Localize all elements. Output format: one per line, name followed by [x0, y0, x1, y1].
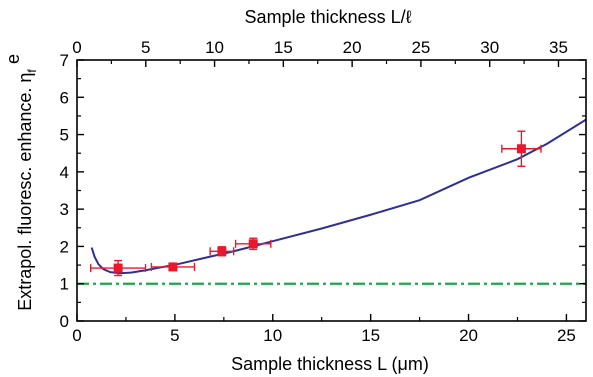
- y-axis-title-group: Extrapol. fluoresc. enhance. ηf e: [3, 54, 39, 311]
- axes: 0 5 10 15 20 25 0 5 10 15 20 25 30 35 0 1 2 3 4 5 6 7: [60, 38, 587, 345]
- x-tick-label-25: 25: [557, 326, 576, 345]
- data-point-5: [516, 144, 526, 154]
- y-tick-label-4: 4: [60, 163, 69, 182]
- y-axis-title-sub: f: [25, 69, 39, 73]
- x2-tick-label-25: 25: [411, 38, 430, 57]
- y-tick-label-1: 1: [60, 275, 69, 294]
- plot-content: [77, 118, 587, 285]
- x-axis-title: Sample thickness L (μm): [231, 354, 429, 374]
- svg-text:Extrapol. fluoresc. enhance. η: Extrapol. fluoresc. enhance. ηf: [15, 69, 39, 311]
- x-tick-label-0: 0: [72, 326, 81, 345]
- y-axis-title: Extrapol. fluoresc. enhance. η: [15, 73, 35, 311]
- fit-curve: [90, 118, 587, 275]
- data-point-2: [168, 262, 178, 272]
- y-tick-label-0: 0: [60, 312, 69, 331]
- x-tick-label-20: 20: [459, 326, 478, 345]
- data-point-3: [217, 246, 227, 256]
- y-tick-label-3: 3: [60, 200, 69, 219]
- x-tick-label-15: 15: [361, 326, 380, 345]
- y-tick-label-6: 6: [60, 88, 69, 107]
- x2-tick-label-10: 10: [205, 38, 224, 57]
- y-tick-label-5: 5: [60, 126, 69, 145]
- x2-tick-label-35: 35: [549, 38, 568, 57]
- x2-tick-label-0: 0: [72, 38, 81, 57]
- y-tick-label-7: 7: [60, 51, 69, 70]
- x2-axis-title: Sample thickness L/ℓ: [245, 7, 412, 27]
- x-tick-label-10: 10: [263, 326, 282, 345]
- y-axis-title-sup: e: [3, 54, 23, 64]
- x-tick-label-5: 5: [170, 326, 179, 345]
- y-tick-label-2: 2: [60, 237, 69, 256]
- data-point-4: [248, 239, 258, 249]
- x2-tick-label-30: 30: [480, 38, 499, 57]
- x2-tick-label-5: 5: [141, 38, 150, 57]
- data-point-1: [113, 263, 123, 273]
- x2-tick-label-15: 15: [274, 38, 293, 57]
- x2-tick-label-20: 20: [343, 38, 362, 57]
